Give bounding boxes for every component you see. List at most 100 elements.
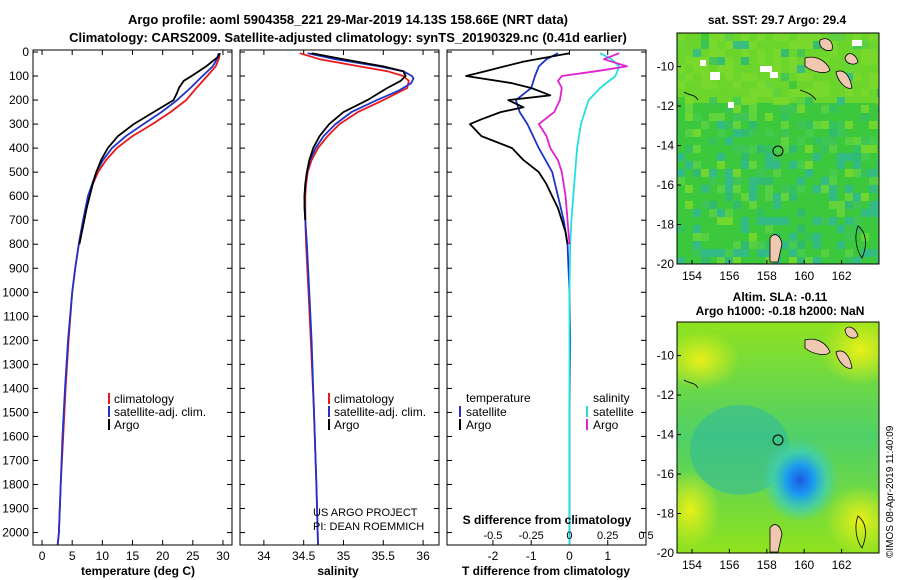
sst-cell [701, 169, 709, 177]
sst-cell [877, 193, 879, 201]
map-y-tick-label: -14 [657, 139, 675, 153]
sst-cell [781, 73, 789, 81]
sst-cell [789, 185, 797, 193]
sst-cell [797, 249, 805, 257]
sst-cell [677, 65, 685, 73]
sst-cell [813, 169, 821, 177]
sst-cell [741, 193, 749, 201]
sst-cell [741, 73, 749, 81]
sst-cell [709, 177, 717, 185]
sst-cell [749, 97, 757, 105]
sst-cell [717, 105, 725, 113]
sst-cell [773, 65, 781, 73]
y-tick-label: 800 [9, 237, 29, 251]
sst-cell [821, 121, 829, 129]
sst-cell [877, 97, 879, 105]
sst-cell [789, 257, 797, 264]
sst-cell [797, 257, 805, 264]
sst-cell [789, 193, 797, 201]
sst-cell [869, 257, 877, 264]
sst-cell [797, 41, 805, 49]
y-tick-label: 900 [9, 261, 29, 275]
map-y-tick-label: -16 [657, 178, 675, 192]
sst-cell [709, 121, 717, 129]
sst-cell [717, 49, 725, 57]
sst-cell [861, 105, 869, 113]
sst-cell [845, 65, 853, 73]
sst-cell [805, 257, 813, 264]
sst-cell [733, 185, 741, 193]
sst-cell [853, 145, 861, 153]
x-tick-label: 30 [216, 549, 230, 563]
map-y-tick-label: -16 [657, 467, 675, 481]
sst-cell [869, 209, 877, 217]
sst-cell [741, 49, 749, 57]
sst-cell [685, 161, 693, 169]
sst-cell [805, 41, 813, 49]
sst-cell [717, 161, 725, 169]
salinity-frame [239, 49, 440, 546]
sst-cell [757, 201, 765, 209]
sst-cell [861, 249, 869, 257]
sst-cell [741, 145, 749, 153]
sst-cell [693, 113, 701, 121]
sst-cell [749, 193, 757, 201]
sst-cell [821, 57, 829, 65]
sst-cell [781, 33, 789, 41]
sst-cell [813, 41, 821, 49]
sst-cell [781, 193, 789, 201]
difference-panel: -2 -1 0 1 T difference from climatology S d… [446, 49, 654, 578]
sst-cell [861, 153, 869, 161]
top-tick-label: -0.5 [483, 530, 502, 542]
sst-cell [741, 153, 749, 161]
sst-cell [805, 169, 813, 177]
sst-cell [837, 201, 845, 209]
sst-cell [733, 113, 741, 121]
sst-cell [725, 217, 733, 225]
sst-cell [701, 153, 709, 161]
sst-map-frame [676, 32, 880, 265]
sst-cell [805, 33, 813, 41]
sst-cell [765, 249, 773, 257]
sst-cell [693, 233, 701, 241]
sst-cell [693, 225, 701, 233]
sst-cell [693, 57, 701, 65]
sst-cell [781, 249, 789, 257]
sst-cell [781, 225, 789, 233]
sst-cell [725, 73, 733, 81]
sst-cell [733, 81, 741, 89]
sst-cell [845, 257, 853, 264]
sst-cell [701, 185, 709, 193]
sst-cell [693, 169, 701, 177]
y-tick-label: 100 [9, 69, 29, 83]
sst-cell [821, 81, 829, 89]
y-tick-label: 500 [9, 165, 29, 179]
sst-cell [709, 81, 717, 89]
sst-cell [725, 41, 733, 49]
sst-cell [773, 217, 781, 225]
sst-cell [757, 217, 765, 225]
sst-cell [773, 193, 781, 201]
sst-cell [677, 169, 685, 177]
sst-cell [733, 121, 741, 129]
sst-cell [813, 89, 821, 97]
sst-cell [805, 89, 813, 97]
sst-cell [813, 241, 821, 249]
sla-map-title2: Argo h1000: -0.18 h2000: NaN [696, 304, 865, 318]
sst-cell [725, 57, 733, 65]
sst-cell [717, 185, 725, 193]
sst-cell [837, 97, 845, 105]
sst-cell [741, 249, 749, 257]
y-tick-label: 1800 [2, 478, 29, 492]
sst-cell [709, 209, 717, 217]
sst-cell [821, 249, 829, 257]
sst-cell [701, 249, 709, 257]
side-stamp: ©IMOS 08-Apr-2019 11:40:09 [885, 425, 896, 558]
sst-cell [877, 73, 879, 81]
sst-cell [709, 33, 717, 41]
sst-cell [757, 249, 765, 257]
sst-cell [837, 121, 845, 129]
sst-cell [797, 161, 805, 169]
top-tick-label: -0.25 [519, 530, 544, 542]
sst-cell [861, 137, 869, 145]
